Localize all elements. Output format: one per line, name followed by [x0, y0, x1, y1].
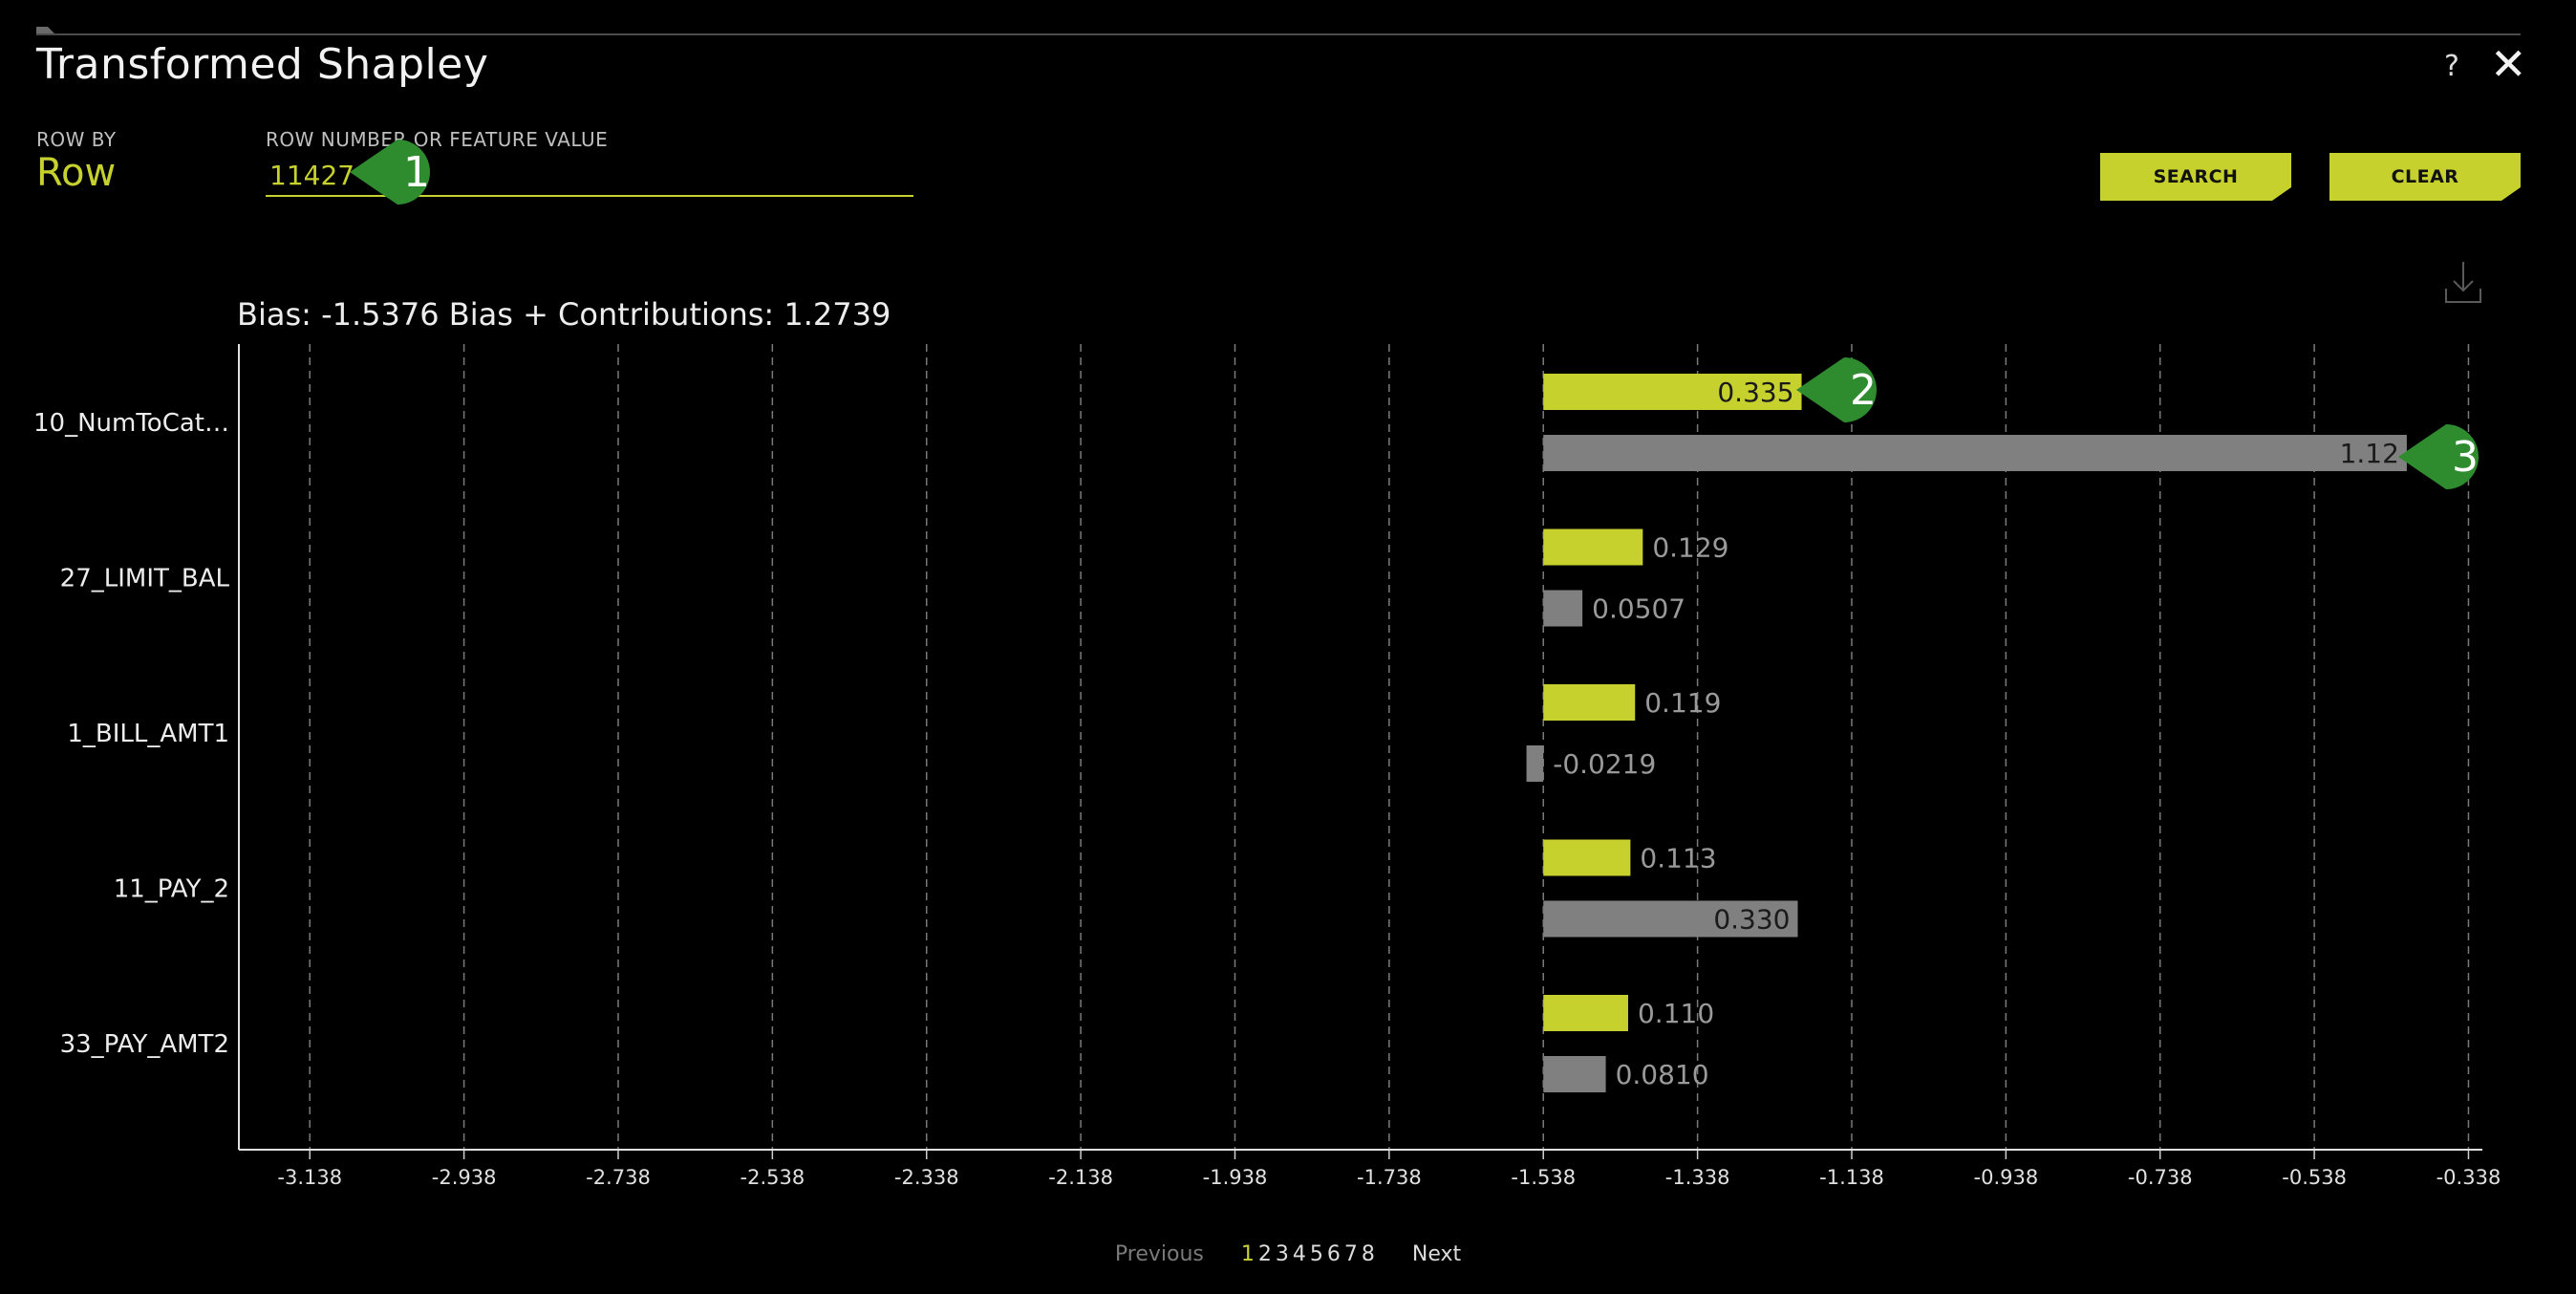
page-link-7[interactable]: 7: [1343, 1242, 1358, 1266]
secondary-bar: [1543, 435, 2407, 471]
download-icon[interactable]: [2444, 260, 2482, 306]
next-page-link[interactable]: Next: [1411, 1242, 1462, 1266]
x-tick-label: -0.338: [2436, 1166, 2501, 1189]
secondary-bar: [1543, 1056, 1606, 1092]
callout-marker-3: 3: [2398, 424, 2479, 489]
primary-bar: [1543, 995, 1628, 1031]
callout-marker-1: 1: [350, 140, 431, 205]
chart-title: Bias: -1.5376 Bias + Contributions: 1.27…: [237, 296, 891, 333]
page-link-6[interactable]: 6: [1326, 1242, 1341, 1266]
x-tick-label: -1.938: [1203, 1166, 1268, 1189]
page-link-3[interactable]: 3: [1275, 1242, 1289, 1266]
close-icon[interactable]: ✕: [2490, 38, 2527, 90]
help-icon[interactable]: ?: [2444, 50, 2459, 83]
row-by-label: ROW BY: [36, 128, 117, 151]
secondary-bar: [1543, 590, 1583, 627]
bar-value-label: 1.12: [2340, 438, 2399, 469]
x-tick-label: -2.938: [432, 1166, 497, 1189]
callout-label-1: 1: [403, 148, 430, 197]
callout-label-2: 2: [1850, 366, 1877, 415]
top-divider-notch: [36, 27, 55, 34]
clear-button[interactable]: CLEAR: [2329, 153, 2521, 201]
bar-value-label: 0.0507: [1592, 593, 1685, 625]
bar-value-label: 0.113: [1640, 843, 1716, 874]
page-link-8[interactable]: 8: [1361, 1242, 1375, 1266]
secondary-bar: [1543, 900, 1798, 938]
x-tick-label: -1.338: [1665, 1166, 1730, 1189]
shapley-bar-chart: -3.138 -2.938 -2.738 -2.538 -2.338 -2.138 -1.9…: [33, 344, 2501, 1189]
page-link-5[interactable]: 5: [1309, 1242, 1323, 1266]
page-link-2[interactable]: 2: [1257, 1242, 1272, 1266]
bar-value-label: 0.330: [1713, 904, 1790, 936]
x-tick-label: -2.338: [894, 1166, 959, 1189]
category-label: 1_BILL_AMT1: [67, 720, 229, 748]
page-link-1[interactable]: 1: [1240, 1242, 1255, 1266]
category-label: 11_PAY_2: [114, 875, 229, 904]
callout-label-3: 3: [2452, 433, 2479, 482]
primary-bar: [1543, 684, 1636, 721]
primary-bar: [1543, 839, 1631, 876]
category-label: 10_NumToCat…: [33, 409, 229, 438]
x-tick-label: -3.138: [277, 1166, 342, 1189]
category-label: 27_LIMIT_BAL: [60, 565, 230, 593]
x-tick-label: -1.738: [1357, 1166, 1422, 1189]
x-tick-label: -1.138: [1819, 1166, 1884, 1189]
page-link-4[interactable]: 4: [1292, 1242, 1306, 1266]
bar-value-label: 0.335: [1717, 377, 1793, 408]
bar-value-label: 0.129: [1652, 532, 1728, 564]
x-tick-label: -0.938: [1974, 1166, 2039, 1189]
page-title: Transformed Shapley: [36, 40, 489, 89]
bar-value-label: 0.119: [1644, 687, 1721, 719]
bar-value-label: 0.0810: [1616, 1059, 1709, 1090]
top-divider: [36, 33, 2521, 35]
search-button[interactable]: SEARCH: [2100, 153, 2291, 201]
primary-bar: [1543, 374, 1802, 410]
x-tick-label: -0.738: [2128, 1166, 2193, 1189]
x-tick-label: -2.138: [1048, 1166, 1113, 1189]
search-field-label: ROW NUMBER OR FEATURE VALUE: [266, 128, 609, 151]
previous-page-link[interactable]: Previous: [1114, 1242, 1204, 1266]
x-tick-label: -2.738: [586, 1166, 651, 1189]
x-tick-label: -0.538: [2282, 1166, 2347, 1189]
category-label: 33_PAY_AMT2: [60, 1030, 229, 1059]
callout-marker-2: 2: [1796, 357, 1878, 422]
x-tick-label: -2.538: [741, 1166, 805, 1189]
bar-value-label: -0.0219: [1553, 748, 1656, 780]
primary-bar: [1543, 528, 1643, 566]
row-by-dropdown[interactable]: Row: [36, 151, 117, 195]
x-tick-label: -1.538: [1511, 1166, 1576, 1189]
bar-value-label: 0.110: [1638, 998, 1714, 1029]
secondary-bar: [1526, 745, 1544, 782]
